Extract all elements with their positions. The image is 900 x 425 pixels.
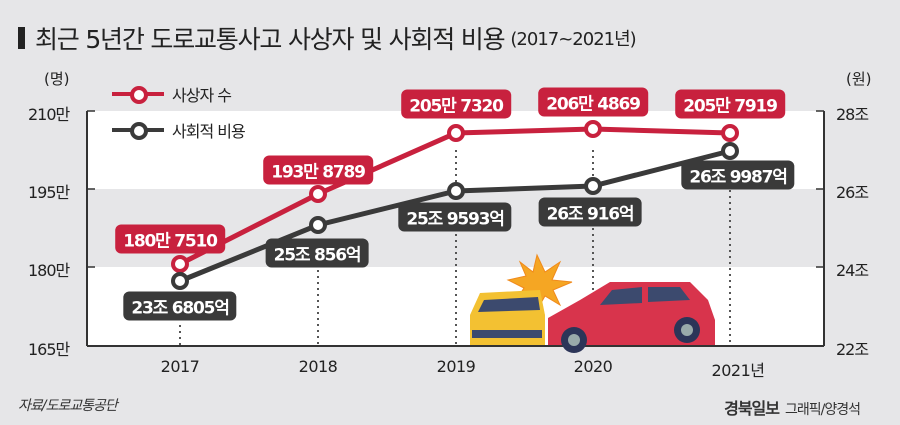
right-tick: 22조	[836, 340, 869, 359]
right-unit: (원)	[846, 70, 872, 88]
right-tick: 26조	[836, 183, 869, 202]
data-source: 자료/도로교통공단	[18, 398, 118, 414]
title-bar-icon	[18, 27, 25, 49]
x-tick: 2018	[298, 357, 338, 376]
left-tick: 165만	[28, 340, 70, 359]
x-tick: 2020	[573, 357, 613, 376]
cost-label-2020: 26조 916억	[538, 197, 642, 227]
crash-illustration	[470, 253, 715, 353]
legend-cost: 사회적 비용	[112, 118, 246, 142]
casualty-label-2018: 193만 8789	[263, 155, 373, 185]
credit: 경북일보 그래픽/양경석	[724, 395, 861, 419]
x-tick: 2021년	[711, 361, 765, 380]
right-tick: 24조	[836, 261, 869, 280]
cost-label-2019: 25조 9593억	[398, 202, 512, 232]
chart-title: 최근 5년간 도로교통사고 사상자 및 사회적 비용 (2017~2021년)	[18, 20, 637, 56]
casualty-label-2020: 206만 4869	[538, 87, 648, 117]
left-tick: 210만	[28, 105, 70, 124]
left-unit: (명)	[44, 70, 70, 88]
legend-red-line-icon	[112, 84, 164, 104]
casualty-label-2019: 205만 7320	[401, 89, 511, 119]
title-sub: (2017~2021년)	[510, 29, 636, 50]
cost-label-2018: 25조 856억	[265, 238, 369, 268]
cost-label-2017: 23조 6805억	[123, 291, 237, 321]
x-tick: 2017	[160, 357, 200, 376]
casualty-label-2017: 180만 7510	[115, 224, 225, 254]
left-tick: 180만	[28, 261, 70, 280]
legend-label: 사회적 비용	[172, 122, 246, 141]
cost-label-2021: 26조 9987억	[681, 160, 795, 190]
right-tick: 28조	[836, 105, 869, 124]
brand-name: 경북일보	[724, 399, 780, 418]
x-tick: 2019	[436, 357, 476, 376]
legend-casualties: 사상자 수	[112, 82, 232, 106]
title-main: 최근 5년간 도로교통사고 사상자 및 사회적 비용	[35, 25, 506, 54]
legend-label: 사상자 수	[172, 86, 232, 105]
left-tick: 195만	[28, 183, 70, 202]
casualty-label-2021: 205만 7919	[675, 89, 785, 119]
graphic-credit: 그래픽/양경석	[785, 402, 861, 418]
legend-dark-line-icon	[112, 120, 164, 140]
